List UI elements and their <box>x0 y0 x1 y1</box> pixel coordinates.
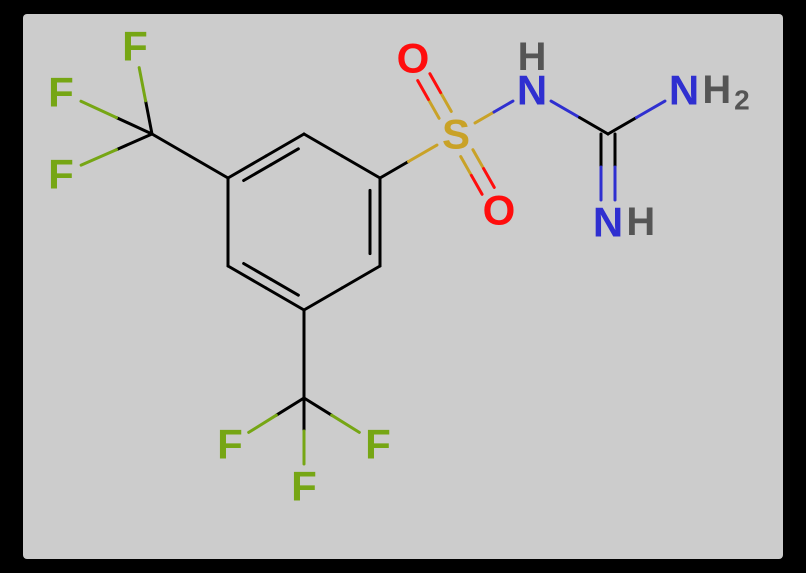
svg-text:N: N <box>669 67 699 114</box>
svg-text:O: O <box>397 35 430 82</box>
svg-text:F: F <box>122 23 148 70</box>
svg-text:F: F <box>291 463 317 510</box>
svg-text:F: F <box>217 421 243 468</box>
svg-text:H: H <box>702 68 731 112</box>
svg-text:N: N <box>593 199 623 246</box>
svg-text:N: N <box>517 67 547 114</box>
svg-text:O: O <box>483 187 516 234</box>
svg-text:S: S <box>442 111 470 158</box>
svg-text:F: F <box>365 421 391 468</box>
svg-text:2: 2 <box>734 85 750 116</box>
svg-text:H: H <box>626 200 655 244</box>
svg-text:F: F <box>48 69 74 116</box>
svg-text:F: F <box>48 151 74 198</box>
